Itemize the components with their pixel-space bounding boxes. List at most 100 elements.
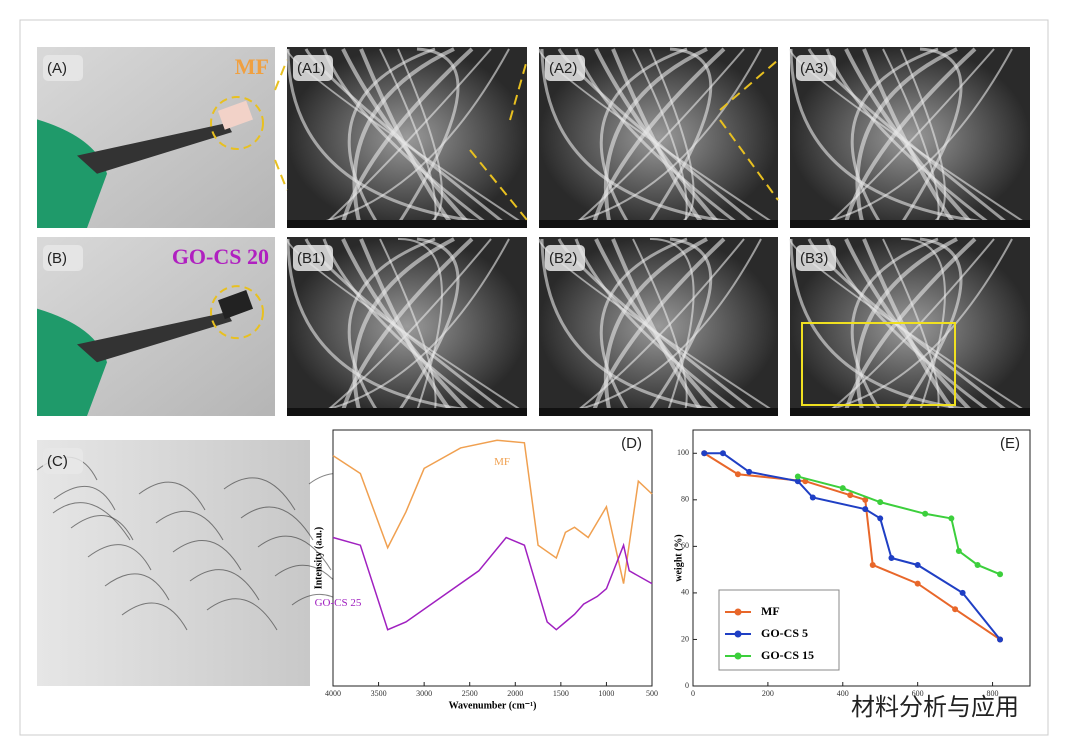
series-point — [809, 494, 816, 501]
fiber — [789, 238, 1031, 415]
fiber — [603, 47, 708, 227]
series-point — [869, 561, 876, 568]
fiber — [322, 238, 492, 415]
label-bg — [796, 245, 836, 271]
scale-strip — [287, 408, 527, 416]
charts: (D)4000 3500 3000 2500 2000 1500 1000 500Wavenu… — [313, 429, 1031, 711]
series-point — [862, 506, 869, 513]
fiber — [286, 238, 528, 415]
legend-marker — [734, 630, 742, 638]
label-bg — [796, 55, 836, 81]
fiber — [844, 238, 976, 416]
fiber — [789, 48, 1031, 227]
series-line — [332, 439, 653, 584]
y-axis-label: Intensity (a.u.) — [313, 527, 324, 590]
fiber — [340, 47, 474, 227]
zoom-guide — [719, 119, 779, 201]
series-point — [952, 606, 959, 613]
series-point — [701, 450, 708, 457]
series-point — [888, 555, 895, 561]
fiber — [395, 47, 460, 227]
glove — [37, 119, 107, 228]
series-point — [746, 468, 753, 475]
scale-strip — [539, 408, 778, 416]
fiber — [645, 47, 713, 227]
series-point — [877, 499, 884, 506]
sheet-fold — [121, 602, 188, 631]
fiber — [594, 238, 723, 416]
y-tick-label: 0 — [685, 681, 689, 690]
series-line — [797, 475, 1001, 576]
series-point — [734, 471, 741, 478]
panel-label: (A1) — [297, 60, 325, 77]
fiber — [825, 238, 995, 415]
legend-marker — [734, 652, 742, 660]
zoom-guide — [719, 59, 779, 111]
sheet-fold — [240, 506, 314, 541]
sheet-fold — [257, 535, 332, 571]
series-label: MF — [494, 456, 510, 468]
fiber — [898, 47, 963, 227]
sheet-fold — [53, 485, 116, 511]
panels: (A) MF (A1) (A2) (A3) (B) GO-CS 20 (B1) (B2) (B3)… — [36, 47, 1031, 686]
fiber — [572, 48, 745, 227]
fiber — [599, 237, 688, 415]
series-point — [959, 589, 966, 596]
label-bg — [43, 448, 83, 474]
series-point — [974, 561, 981, 568]
x-tick-label: 3500 — [371, 689, 387, 698]
panel-caption: MF — [235, 54, 269, 79]
fiber — [555, 48, 762, 227]
fiber — [591, 47, 726, 227]
series-label: GO-CS 25 — [315, 597, 362, 609]
sheet-fold — [138, 481, 206, 511]
y-tick-label: 20 — [681, 634, 689, 643]
x-tick-label: 400 — [837, 689, 849, 698]
series-point — [794, 473, 801, 480]
fiber — [341, 48, 473, 228]
fiber — [286, 48, 528, 227]
tweezers — [77, 312, 232, 363]
fiber — [286, 48, 527, 228]
watermark: 材料分析与应用 — [851, 693, 1019, 721]
fiber — [898, 237, 963, 415]
sheet-fold — [223, 477, 296, 511]
fiber — [825, 48, 995, 227]
y-tick-label: 100 — [677, 448, 689, 457]
x-tick-label: 800 — [987, 689, 999, 698]
x-tick-label: 2500 — [462, 689, 478, 698]
y-axis-label: weight (%) — [673, 534, 684, 582]
fiber — [900, 237, 946, 415]
legend-label: GO-CS 5 — [761, 626, 808, 640]
x-axis-label: Wavenumber (cm⁻¹) — [449, 700, 537, 711]
scale-strip — [539, 220, 778, 228]
label-bg — [43, 245, 83, 271]
y-tick-label: 80 — [681, 495, 689, 504]
label-bg — [545, 245, 585, 271]
fiber — [352, 47, 455, 227]
fiber — [397, 237, 443, 415]
zoom-guide — [274, 59, 288, 91]
series-point — [914, 580, 921, 587]
scale-strip — [790, 408, 1030, 416]
fiber — [850, 47, 939, 227]
fiber — [395, 237, 460, 415]
sample — [217, 100, 253, 130]
series-point — [847, 492, 854, 499]
series-point — [719, 450, 726, 457]
series-point — [955, 548, 962, 555]
fiber — [340, 237, 474, 415]
fiber — [645, 237, 713, 415]
fiber — [850, 237, 939, 415]
fiber — [843, 237, 977, 415]
panel-label: (B1) — [297, 250, 325, 267]
sheet-fold — [206, 598, 278, 631]
x-tick-label: 500 — [646, 689, 658, 698]
x-tick-label: 1000 — [598, 689, 614, 698]
series-point — [862, 496, 869, 503]
highlight — [210, 96, 264, 151]
panel-label: (A3) — [800, 60, 828, 77]
label-bg — [43, 55, 83, 81]
fiber — [855, 47, 958, 227]
